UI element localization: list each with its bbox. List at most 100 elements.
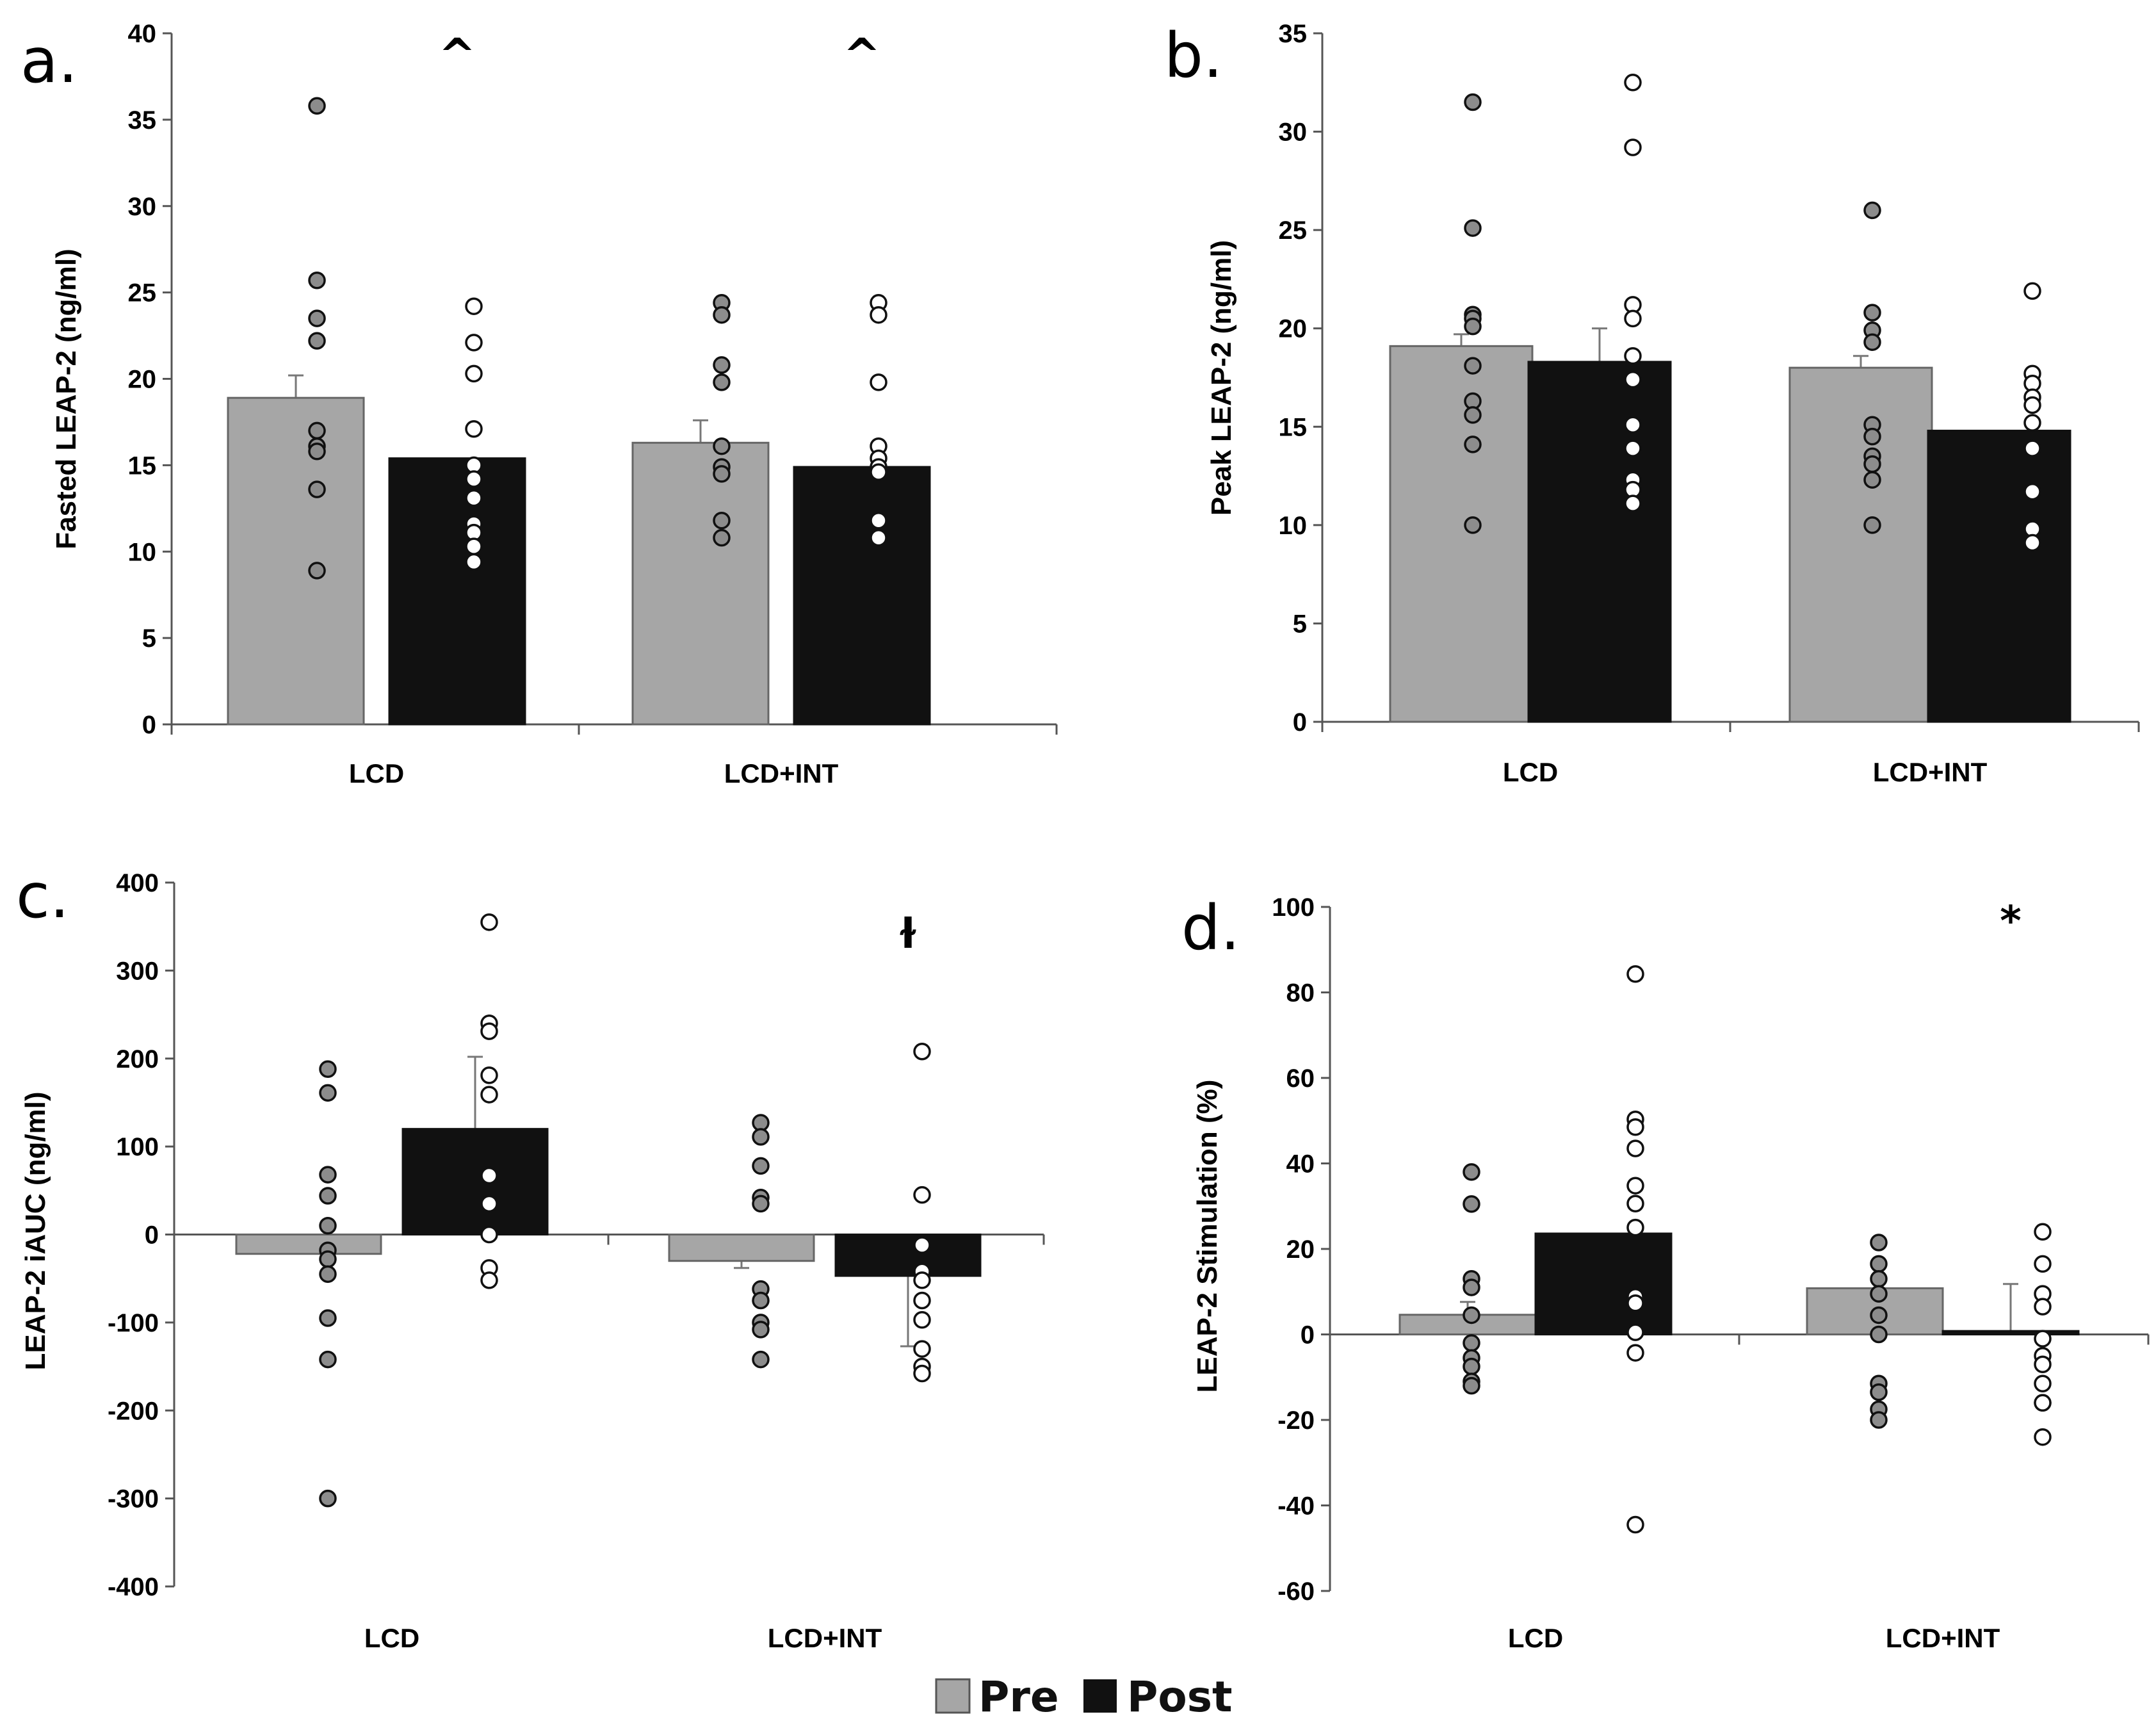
pre-data-point — [752, 1128, 770, 1146]
y-tick-label: 10 — [128, 538, 157, 566]
significance-marker: ^ — [843, 29, 881, 81]
pre-data-point — [308, 97, 326, 115]
pre-data-point — [1464, 357, 1482, 375]
y-tick-label: 5 — [142, 624, 156, 653]
post-data-point — [480, 1271, 498, 1289]
post-data-point — [2023, 396, 2041, 414]
y-tick-label: -400 — [108, 1573, 159, 1601]
pre-data-point — [319, 1309, 337, 1327]
y-tick-label: 80 — [1286, 979, 1315, 1007]
post-data-point — [465, 537, 483, 555]
category-label-a-lcd-int: LCD+INT — [724, 758, 839, 788]
category-label-b-lcd: LCD — [1503, 757, 1558, 787]
pre-data-point — [1463, 1195, 1480, 1213]
pre-data-point — [1863, 516, 1881, 534]
post-data-point — [2034, 1223, 2052, 1241]
panel-letter-b: b. — [1164, 20, 1222, 92]
y-tick-label: -100 — [108, 1309, 159, 1337]
pre-data-point — [1464, 93, 1482, 111]
post-data-point — [2034, 1298, 2052, 1316]
post-data-point — [2034, 1394, 2052, 1412]
legend: Pre Post — [935, 1672, 1233, 1722]
post-data-point — [913, 1186, 931, 1204]
pre-data-point — [319, 1265, 337, 1284]
plot-area-a: 0 5 10 15 20 25 30 35 40 ^ ^ — [128, 20, 1058, 739]
pre-data-point — [1863, 304, 1881, 322]
post-bar-lcd — [401, 1128, 549, 1236]
legend-label-post: Post — [1127, 1672, 1233, 1722]
pre-bar-lcd-int — [1788, 366, 1933, 723]
pre-data-point — [713, 511, 731, 530]
post-data-point — [465, 553, 483, 571]
post-data-point — [1624, 439, 1642, 457]
pre-data-point — [1863, 201, 1881, 220]
y-tick-label: 10 — [1279, 512, 1308, 540]
post-data-point — [465, 364, 483, 383]
post-data-point — [913, 1043, 931, 1061]
category-label-d-lcd: LCD — [1508, 1623, 1563, 1653]
pre-data-point — [1863, 471, 1881, 489]
pre-data-point — [1870, 1306, 1888, 1325]
y-tick-label: -300 — [108, 1485, 159, 1513]
pre-data-point — [713, 373, 731, 391]
post-data-point — [465, 420, 483, 438]
post-data-point — [913, 1311, 931, 1329]
post-data-point — [913, 1364, 931, 1383]
pre-data-point — [1870, 1411, 1888, 1429]
pre-data-point — [1863, 333, 1881, 351]
pre-data-point — [1870, 1285, 1888, 1303]
category-label-d-lcd-int: LCD+INT — [1886, 1623, 2000, 1653]
y-tick-label: 35 — [1279, 20, 1308, 48]
post-data-point — [2023, 414, 2041, 432]
post-data-point — [1626, 1194, 1644, 1212]
pre-data-point — [713, 528, 731, 547]
post-data-point — [2023, 439, 2041, 457]
category-label-c-lcd: LCD — [364, 1623, 419, 1653]
y-tick-label: 0 — [1293, 708, 1307, 737]
y-tick-label: 100 — [116, 1133, 159, 1161]
post-data-point — [480, 1066, 498, 1084]
category-label-c-lcd-int: LCD+INT — [768, 1623, 882, 1653]
pre-data-point — [1463, 1334, 1480, 1352]
post-data-point — [465, 334, 483, 352]
post-data-point — [2023, 534, 2041, 552]
pre-data-point — [1870, 1383, 1888, 1401]
y-tick-label: -20 — [1277, 1406, 1315, 1435]
post-data-point — [1624, 309, 1642, 328]
pre-data-point — [713, 437, 731, 455]
post-bar-lcd-int — [1941, 1330, 2080, 1335]
pre-data-point — [308, 443, 326, 461]
pre-data-point — [752, 1291, 770, 1310]
plot-area-b: 0 5 10 15 20 25 30 35 — [1279, 20, 2140, 737]
legend-swatch-pre — [935, 1678, 971, 1714]
panel-c: c. LEAP-2 iAUC (ng/ml) -400 -300 -200 -100 0… — [16, 860, 1045, 1653]
post-data-point — [913, 1291, 931, 1310]
y-tick-label: 35 — [128, 106, 157, 134]
panel-letter-d: d. — [1181, 892, 1240, 964]
post-data-point — [465, 489, 483, 507]
y-tick-label: 40 — [128, 20, 157, 48]
pre-data-point — [319, 1489, 337, 1508]
post-data-point — [480, 1022, 498, 1040]
post-data-point — [465, 470, 483, 488]
pre-data-point — [308, 309, 326, 327]
post-data-point — [913, 1236, 931, 1254]
post-data-point — [1626, 1515, 1644, 1534]
post-data-point — [1626, 1218, 1644, 1237]
post-data-point — [480, 1194, 498, 1213]
post-data-point — [1626, 1139, 1644, 1157]
pre-data-point — [1863, 455, 1881, 473]
panel-d: d. LEAP-2 Stimulation (%) -60 -40 -20 0 20 40… — [1181, 892, 2150, 1653]
pre-data-point — [1463, 1357, 1480, 1376]
pre-data-point — [1870, 1234, 1888, 1251]
y-tick-label: 20 — [128, 366, 157, 394]
post-data-point — [480, 1166, 498, 1185]
post-bar-lcd — [1527, 361, 1672, 723]
panel-letter-c: c. — [16, 860, 69, 932]
post-data-point — [2034, 1255, 2052, 1273]
pre-data-point — [308, 421, 326, 440]
y-tick-label: 40 — [1286, 1150, 1315, 1178]
post-data-point — [1624, 138, 1642, 156]
pre-data-point — [308, 562, 326, 580]
post-data-point — [465, 297, 483, 315]
